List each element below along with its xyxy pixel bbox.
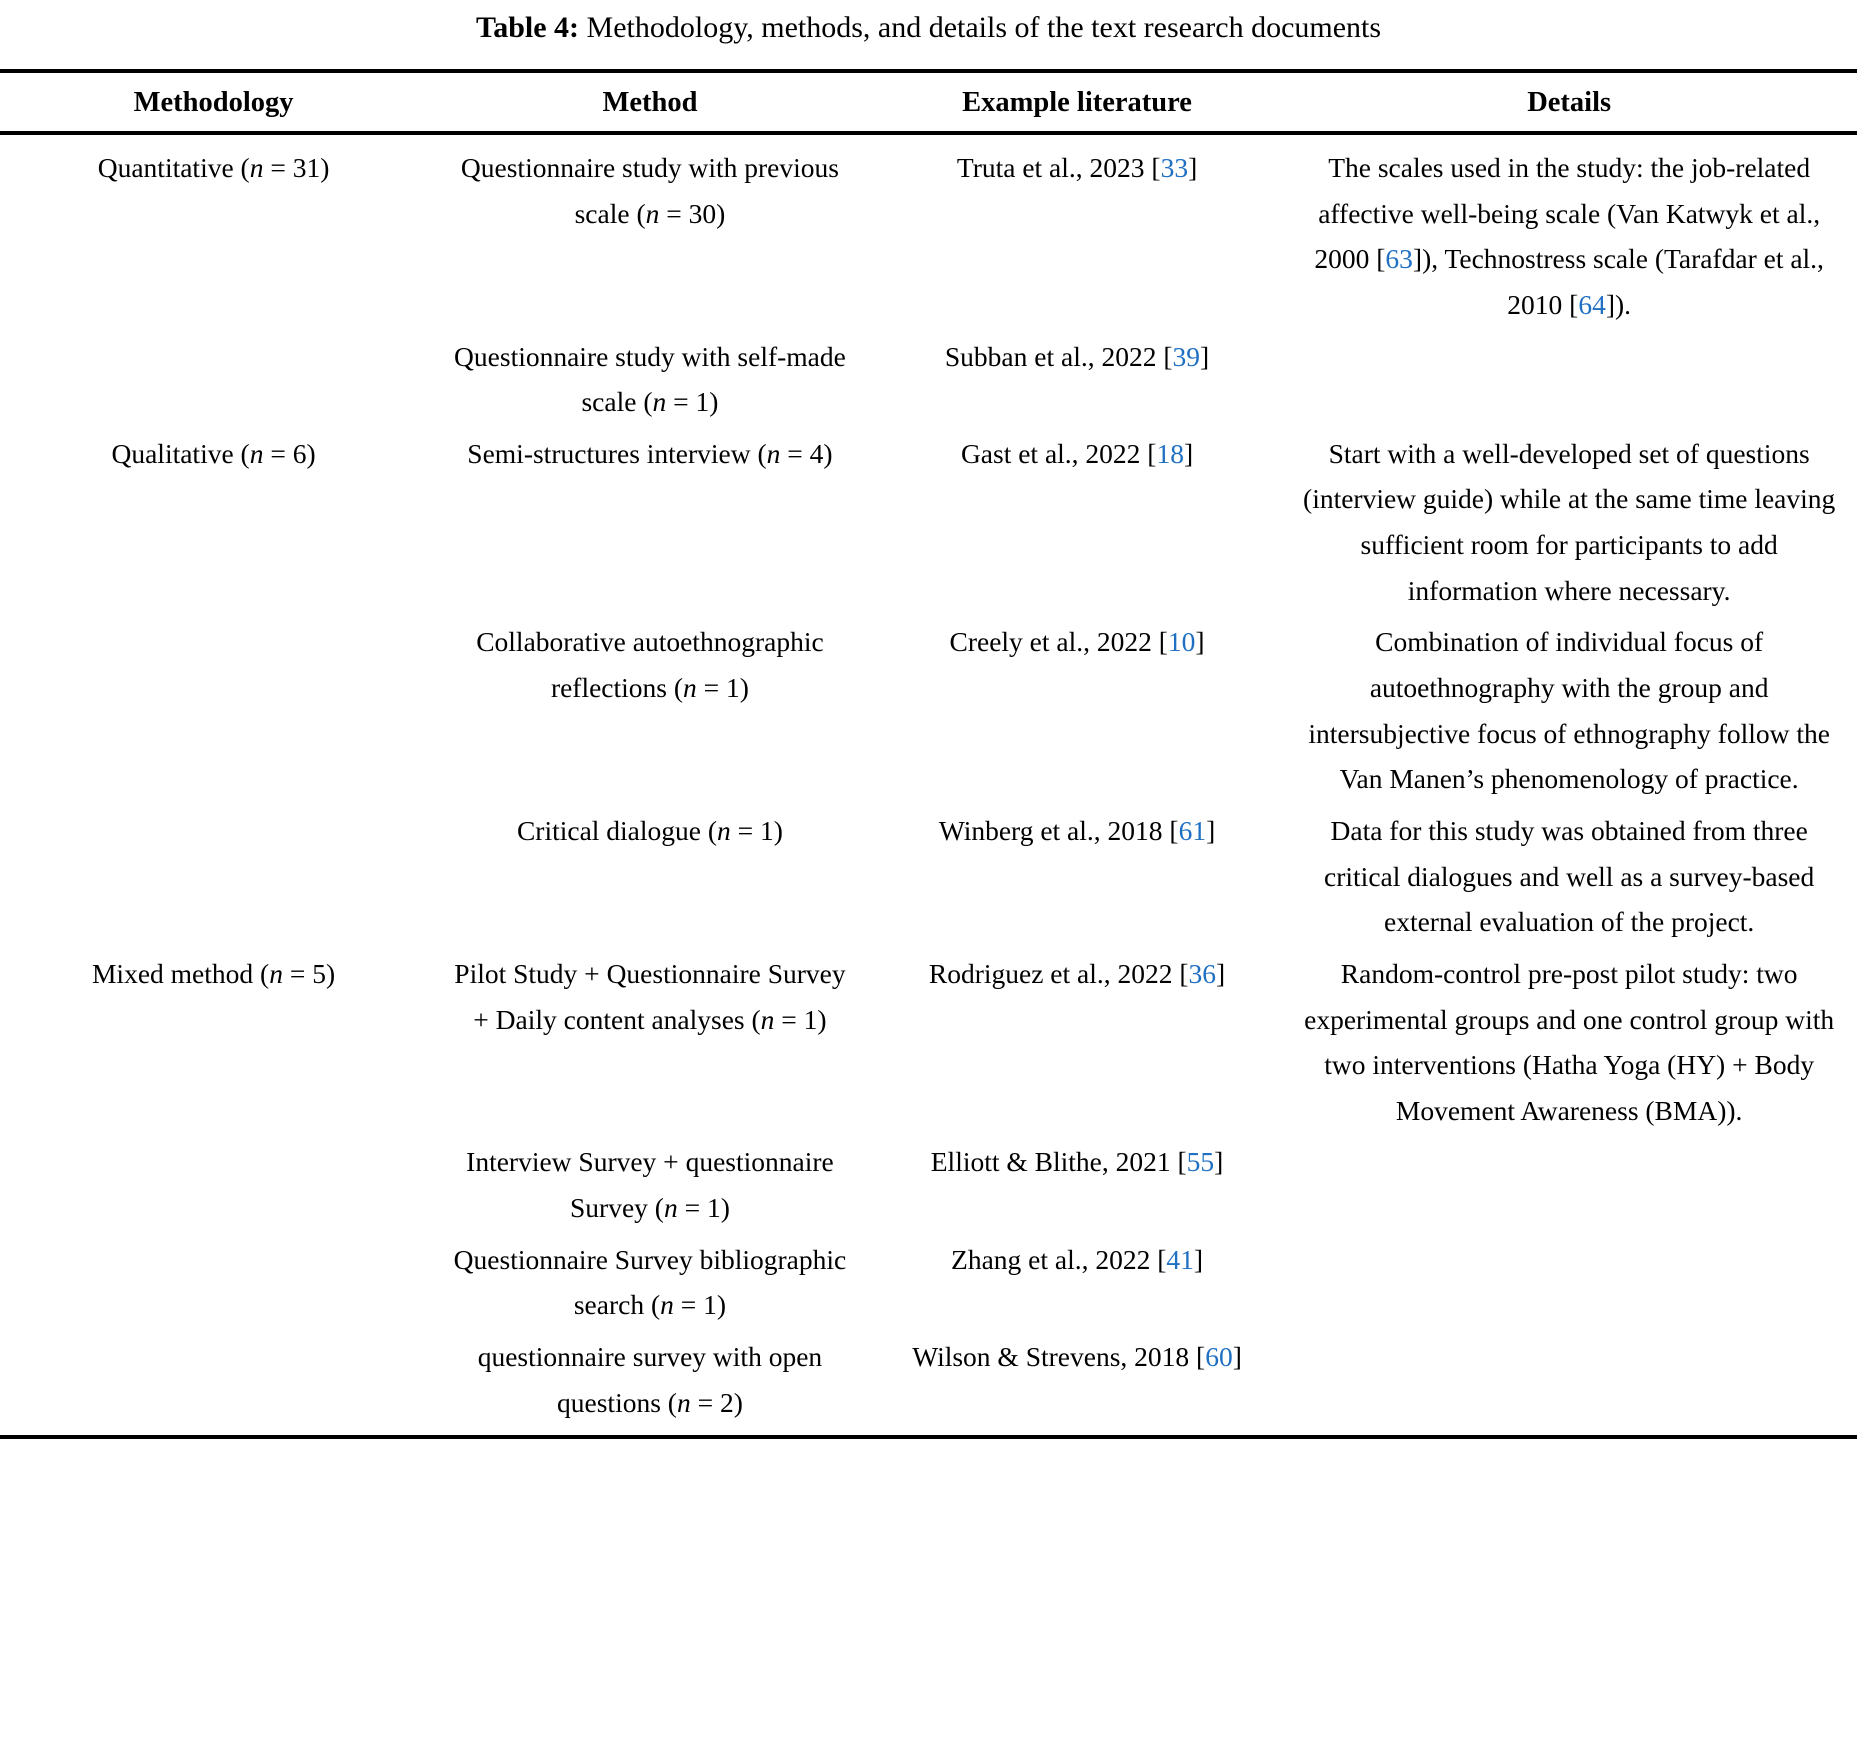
column-header-method: Method [427, 71, 873, 135]
methodology-table: Methodology Method Example literature De… [0, 69, 1857, 1440]
table-body: Quantitative (n = 31) Questionnaire stud… [0, 133, 1857, 1437]
column-header-example-literature: Example literature [872, 71, 1282, 135]
header-row: Methodology Method Example literature De… [0, 71, 1857, 135]
table-row: Interview Survey + questionnaire Survey … [0, 1136, 1857, 1233]
example-literature-cell: Elliott & Blithe, 2021 [55] [930, 1146, 1224, 1178]
table-row: Quantitative (n = 31) Questionnaire stud… [0, 133, 1857, 331]
citation-link[interactable]: 18 [1156, 437, 1184, 469]
math-variable: n [676, 1386, 691, 1418]
details-cell [1281, 1234, 1857, 1331]
table-row: Questionnaire study with self-made scale… [0, 331, 1857, 428]
method-cell: Pilot Study + Questionnaire Survey + Dai… [454, 957, 846, 1035]
method-cell: Questionnaire study with previous scale … [460, 152, 839, 229]
example-literature-cell: Wilson & Strevens, 2018 [60] [912, 1341, 1242, 1373]
example-literature-cell: Subban et al., 2022 [39] [944, 340, 1210, 372]
citation-link[interactable]: 60 [1205, 1341, 1233, 1373]
citation-link[interactable]: 55 [1186, 1146, 1215, 1178]
details-cell: Start with a well-developed set of quest… [1303, 437, 1836, 606]
citation-link[interactable]: 41 [1166, 1243, 1194, 1275]
details-cell: Combination of individual focus of autoe… [1308, 626, 1830, 795]
math-variable: n [717, 814, 731, 846]
methodology-cell: Mixed method (n = 5) [91, 957, 336, 989]
method-cell: Questionnaire study with self-made scale… [454, 340, 846, 418]
methodology-cell [0, 616, 427, 805]
example-literature-cell: Zhang et al., 2022 [41] [951, 1243, 1204, 1275]
math-variable: n [760, 1003, 775, 1035]
math-variable: n [663, 1192, 678, 1224]
math-variable: n [766, 437, 781, 469]
citation-link[interactable]: 33 [1160, 152, 1189, 183]
table-caption-text: Methodology, methods, and details of the… [579, 11, 1382, 44]
methodology-cell [0, 1136, 427, 1233]
table-row: Qualitative (n = 6) Semi-structures inte… [0, 428, 1857, 617]
method-cell: questionnaire survey with open questions… [477, 1341, 823, 1418]
paper-page: Table 4: Methodology, methods, and detai… [0, 8, 1857, 1440]
method-cell: Semi-structures interview (n = 4) [467, 437, 833, 469]
method-cell: Interview Survey + questionnaire Survey … [466, 1146, 834, 1224]
methodology-cell [0, 1234, 427, 1331]
methodology-cell [0, 1331, 427, 1437]
methodology-cell: Qualitative (n = 6) [111, 437, 316, 469]
method-cell: Critical dialogue (n = 1) [516, 814, 783, 846]
math-variable: n [683, 672, 697, 704]
table-header: Methodology Method Example literature De… [0, 71, 1857, 135]
table-caption-label: Table 4: [475, 11, 580, 44]
details-cell: The scales used in the study: the job-re… [1314, 152, 1824, 320]
citation-link[interactable]: 36 [1188, 957, 1217, 989]
math-variable: n [269, 957, 283, 989]
math-variable: n [249, 437, 264, 469]
method-cell: Collaborative autoethnographic reflectio… [476, 626, 824, 704]
example-literature-cell: Truta et al., 2023 [33] [956, 152, 1198, 183]
citation-link[interactable]: 61 [1178, 814, 1207, 846]
details-cell [1281, 1331, 1857, 1437]
table-row: Collaborative autoethnographic reflectio… [0, 616, 1857, 805]
details-cell: Random-control pre-post pilot study: two… [1304, 957, 1835, 1126]
column-header-details: Details [1281, 71, 1857, 135]
citation-link[interactable]: 10 [1167, 626, 1196, 658]
details-cell [1281, 1136, 1857, 1233]
example-literature-cell: Gast et al., 2022 [18] [960, 437, 1194, 469]
citation-link[interactable]: 64 [1578, 288, 1606, 320]
methodology-cell: Quantitative (n = 31) [97, 152, 330, 183]
math-variable: n [249, 152, 264, 183]
table-row: Questionnaire Survey bibliographic searc… [0, 1234, 1857, 1331]
method-cell: Questionnaire Survey bibliographic searc… [453, 1243, 847, 1321]
table-caption: Table 4: Methodology, methods, and detai… [0, 8, 1857, 47]
table-row: Mixed method (n = 5) Pilot Study + Quest… [0, 948, 1857, 1137]
citation-link[interactable]: 39 [1172, 340, 1201, 372]
methodology-cell [0, 331, 427, 428]
column-header-methodology: Methodology [0, 71, 428, 135]
citation-link[interactable]: 63 [1385, 243, 1413, 275]
table-row: Critical dialogue (n = 1) Winberg et al.… [0, 805, 1857, 948]
example-literature-cell: Rodriguez et al., 2022 [36] [928, 957, 1226, 989]
example-literature-cell: Creely et al., 2022 [10] [949, 626, 1205, 658]
details-cell [1281, 331, 1857, 428]
table-row: questionnaire survey with open questions… [0, 1331, 1857, 1437]
methodology-cell [0, 805, 427, 948]
example-literature-cell: Winberg et al., 2018 [61] [938, 814, 1216, 846]
details-cell: Data for this study was obtained from th… [1324, 814, 1815, 938]
math-variable: n [652, 386, 667, 418]
math-variable: n [660, 1289, 674, 1321]
math-variable: n [645, 197, 660, 229]
